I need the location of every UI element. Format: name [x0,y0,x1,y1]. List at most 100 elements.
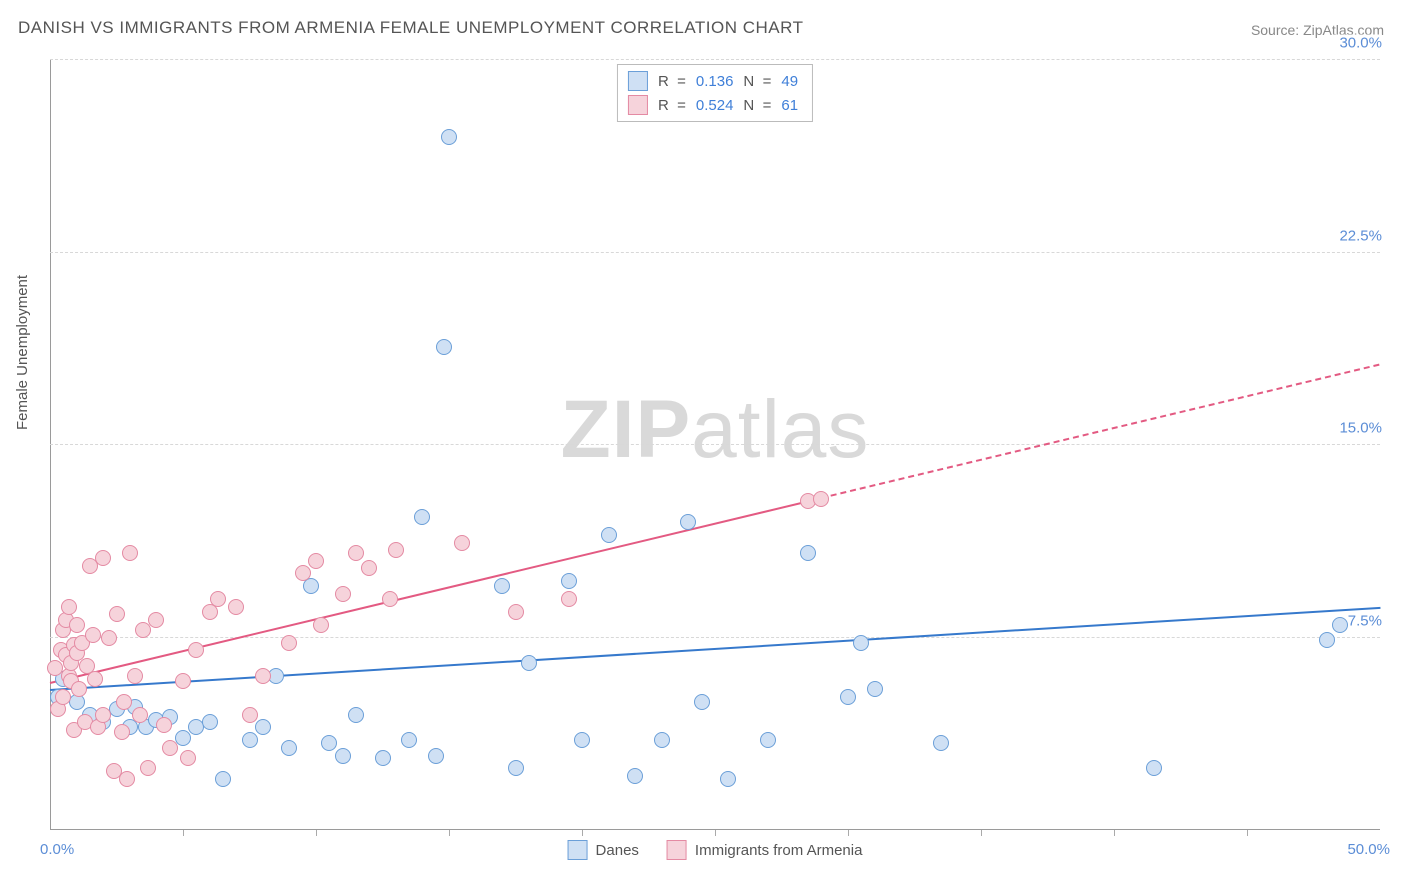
data-point [574,732,590,748]
data-point [156,717,172,733]
data-point [202,714,218,730]
data-point [132,707,148,723]
r-value-danes: 0.136 [696,73,734,90]
watermark: ZIPatlas [561,383,870,477]
grid-line [50,59,1380,60]
data-point [148,612,164,628]
data-point [840,689,856,705]
data-point [109,606,125,622]
data-point [55,689,71,705]
data-point [853,635,869,651]
data-point [760,732,776,748]
r-label: R = [658,97,686,114]
x-tick [1114,830,1115,836]
x-tick [582,830,583,836]
data-point [494,578,510,594]
data-point [255,719,271,735]
y-tick-label: 30.0% [1333,35,1382,52]
data-point [361,560,377,576]
data-point [135,622,151,638]
data-point [140,760,156,776]
data-point [228,599,244,615]
data-point [101,630,117,646]
x-tick [316,830,317,836]
data-point [95,550,111,566]
data-point [454,535,470,551]
data-point [295,565,311,581]
scatter-chart: ZIPatlas 0.0% 50.0% R = 0.136 N = 49 R =… [50,60,1380,830]
data-point [162,740,178,756]
data-point [561,573,577,589]
legend-swatch-armenia [628,95,648,115]
data-point [69,617,85,633]
trend-line [50,497,822,684]
data-point [414,509,430,525]
data-point [933,735,949,751]
legend-stats-row: R = 0.136 N = 49 [628,69,798,93]
data-point [813,491,829,507]
x-axis-min-label: 0.0% [40,841,74,858]
legend-swatch-armenia [667,840,687,860]
grid-line [50,444,1380,445]
data-point [436,339,452,355]
data-point [680,514,696,530]
data-point [210,591,226,607]
data-point [175,673,191,689]
watermark-bold: ZIP [561,384,692,475]
data-point [188,642,204,658]
data-point [71,681,87,697]
data-point [375,750,391,766]
data-point [335,748,351,764]
data-point [428,748,444,764]
data-point [627,768,643,784]
x-axis-max-label: 50.0% [1347,841,1390,858]
data-point [561,591,577,607]
data-point [242,707,258,723]
r-label: R = [658,73,686,90]
x-tick [1247,830,1248,836]
data-point [321,735,337,751]
data-point [401,732,417,748]
data-point [313,617,329,633]
data-point [348,707,364,723]
trend-line [821,363,1380,498]
y-tick-label: 22.5% [1333,227,1382,244]
x-tick [183,830,184,836]
data-point [508,604,524,620]
legend-swatch-danes [568,840,588,860]
legend-label-danes: Danes [596,842,639,859]
data-point [114,724,130,740]
chart-title: DANISH VS IMMIGRANTS FROM ARMENIA FEMALE… [18,18,803,38]
n-value-armenia: 61 [781,97,798,114]
legend-swatch-danes [628,71,648,91]
data-point [87,671,103,687]
grid-line [50,637,1380,638]
data-point [116,694,132,710]
data-point [119,771,135,787]
y-axis-label: Female Unemployment [14,275,31,430]
data-point [601,527,617,543]
data-point [800,545,816,561]
data-point [1319,632,1335,648]
watermark-light: atlas [691,384,869,475]
data-point [127,668,143,684]
legend-item-danes: Danes [568,840,639,860]
data-point [441,129,457,145]
data-point [867,681,883,697]
legend-stats-row: R = 0.524 N = 61 [628,93,798,117]
x-tick [981,830,982,836]
y-tick-label: 15.0% [1333,420,1382,437]
data-point [175,730,191,746]
data-point [85,627,101,643]
data-point [388,542,404,558]
data-point [335,586,351,602]
grid-line [50,252,1380,253]
data-point [242,732,258,748]
legend-label-armenia: Immigrants from Armenia [695,842,863,859]
data-point [382,591,398,607]
data-point [215,771,231,787]
data-point [521,655,537,671]
source-prefix: Source: [1251,22,1303,38]
n-label: N = [743,73,771,90]
legend-item-armenia: Immigrants from Armenia [667,840,863,860]
